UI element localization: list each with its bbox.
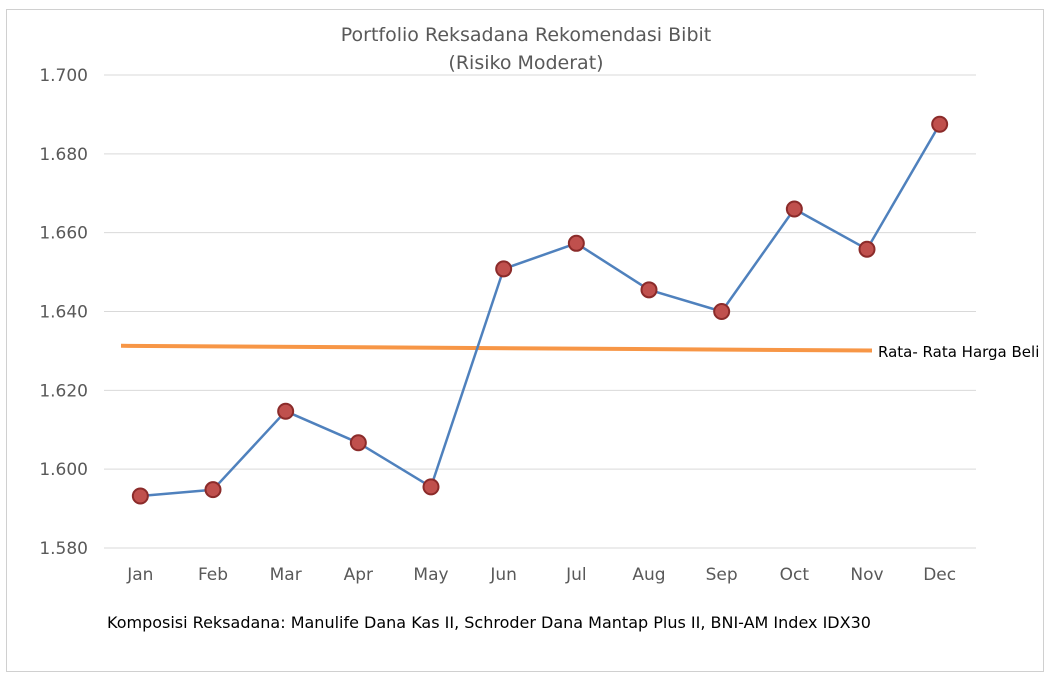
data-point (131, 487, 149, 505)
chart-frame (6, 9, 1044, 672)
y-axis-ticks: 1.580 1.600 1.620 1.640 1.660 1.680 1.700 (39, 66, 88, 559)
x-tick-label: Jul (565, 565, 587, 585)
data-point (785, 200, 803, 218)
x-tick-label: Aug (632, 565, 665, 585)
data-point (858, 240, 876, 258)
x-tick-label: May (413, 565, 448, 585)
y-tick-label: 1.600 (39, 460, 88, 480)
y-tick-label: 1.620 (39, 381, 88, 401)
reference-line-label: Rata- Rata Harga Beli (878, 343, 1039, 361)
gridlines (104, 74, 976, 549)
y-tick-label: 1.680 (39, 145, 88, 165)
chart-title: Portfolio Reksadana Rekomendasi Bibit (341, 24, 711, 46)
data-point (640, 281, 658, 299)
x-tick-label: Nov (850, 565, 883, 585)
x-tick-label: Jan (126, 565, 153, 585)
series-group (131, 115, 949, 505)
y-tick-label: 1.580 (39, 539, 88, 559)
x-tick-label: Sep (706, 565, 738, 585)
x-tick-label: Oct (780, 565, 810, 585)
data-point (931, 115, 949, 133)
x-tick-label: Mar (270, 565, 302, 585)
data-point (349, 434, 367, 452)
footnote: Komposisi Reksadana: Manulife Dana Kas I… (107, 613, 871, 632)
data-point (713, 303, 731, 320)
reference-line (120, 343, 873, 353)
x-tick-label: Jun (489, 565, 517, 585)
data-point (567, 234, 585, 252)
x-axis-ticks: Jan Feb Mar Apr May Jun Jul Aug Sep Oct Nov Dec (126, 565, 956, 585)
data-point (422, 478, 440, 496)
y-tick-label: 1.700 (39, 66, 88, 86)
chart-subtitle: (Risiko Moderat) (448, 52, 603, 74)
x-tick-label: Apr (344, 565, 373, 585)
data-point (204, 481, 222, 499)
data-point (277, 402, 295, 420)
y-tick-label: 1.640 (39, 303, 88, 323)
x-tick-label: Feb (198, 565, 228, 585)
y-tick-label: 1.660 (39, 224, 88, 244)
reference-line-group (120, 343, 873, 353)
series-line (140, 123, 941, 498)
data-point (495, 260, 513, 278)
x-tick-label: Dec (923, 565, 956, 585)
